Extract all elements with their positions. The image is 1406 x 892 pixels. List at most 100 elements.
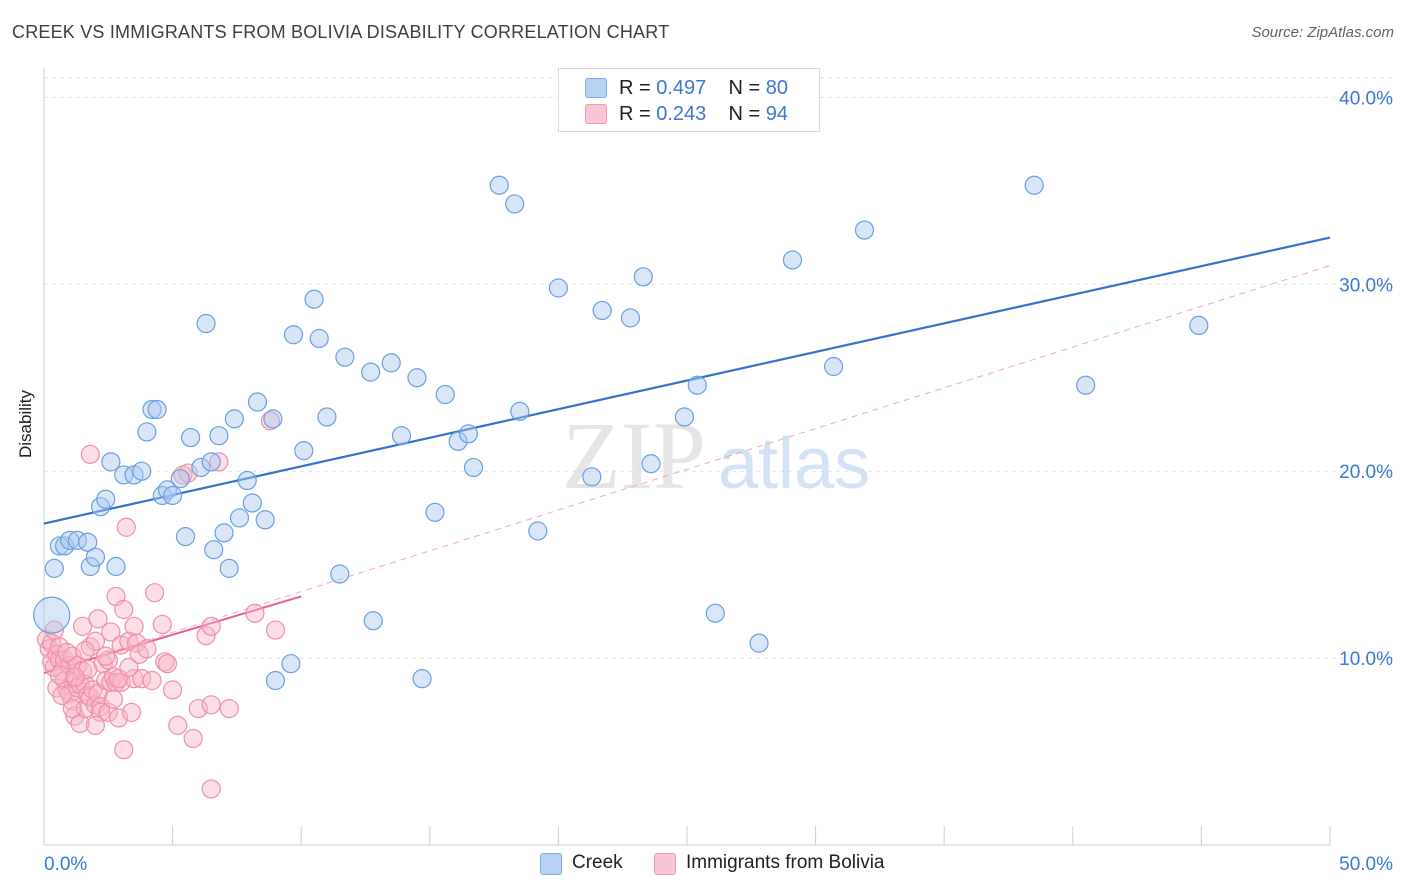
creek-point xyxy=(304,289,324,309)
creek-point xyxy=(265,670,286,691)
creek-point xyxy=(425,502,445,522)
x-tick-label-min: 0.0% xyxy=(44,854,87,875)
creek-point xyxy=(204,540,224,560)
bolivia-point xyxy=(201,616,221,636)
bolivia-point xyxy=(124,616,144,636)
y-tick-label: 40.0% xyxy=(1339,88,1393,109)
bolivia-point xyxy=(70,713,90,734)
bolivia-point xyxy=(49,650,70,670)
bolivia-points xyxy=(36,411,286,799)
creek-point xyxy=(582,467,602,487)
creek-point xyxy=(489,175,509,195)
creek-point xyxy=(191,457,211,478)
bolivia-point xyxy=(126,633,147,653)
creek-point xyxy=(101,452,121,472)
watermark-zip: ZIP xyxy=(562,402,706,509)
y-tick-label: 20.0% xyxy=(1339,462,1393,483)
bolivia-swatch xyxy=(585,104,607,124)
creek-point xyxy=(458,424,478,444)
creek-point xyxy=(463,457,484,478)
legend-n-label: N = xyxy=(728,103,761,125)
creek-point xyxy=(209,426,229,446)
creek-swatch xyxy=(540,853,562,875)
creek-point xyxy=(633,267,653,287)
bolivia-point xyxy=(245,603,265,623)
creek-swatch xyxy=(585,78,607,98)
y-tick-label: 30.0% xyxy=(1339,275,1393,296)
creek-point xyxy=(412,669,432,689)
bolivia-point xyxy=(183,728,203,749)
creek-point xyxy=(44,558,64,578)
bolivia-point xyxy=(142,670,162,691)
y-tick-label: 10.0% xyxy=(1339,649,1393,670)
watermark: ZIP atlas xyxy=(562,402,870,509)
bolivia-point xyxy=(88,609,108,629)
bolivia-point xyxy=(67,655,88,676)
bolivia-point xyxy=(44,620,64,640)
grid-lines xyxy=(44,77,1392,659)
bolivia-point xyxy=(57,642,77,663)
creek-point xyxy=(96,489,116,509)
bolivia-point xyxy=(80,444,100,464)
creek-point xyxy=(106,556,126,577)
bolivia-point xyxy=(265,620,286,640)
legend-creek-r: 0.497 xyxy=(656,77,707,99)
creek-point xyxy=(219,558,239,578)
creek-point xyxy=(49,536,70,556)
watermark-atlas: atlas xyxy=(718,424,870,504)
chart-title: CREEK VS IMMIGRANTS FROM BOLIVIA DISABIL… xyxy=(12,22,670,42)
creek-point xyxy=(281,654,301,674)
creek-point xyxy=(363,611,383,631)
bolivia-point xyxy=(137,639,157,659)
creek-point xyxy=(152,485,172,506)
bolivia-point xyxy=(144,583,165,603)
creek-point xyxy=(361,362,381,382)
legend-n-label: N = xyxy=(728,77,761,99)
bolivia-point xyxy=(201,695,221,715)
tick-labels: 10.0% 20.0% 30.0% 40.0% 0.0% 50.0% xyxy=(44,88,1393,875)
creek-point xyxy=(175,527,196,547)
creek-points xyxy=(33,175,1209,691)
bolivia-point xyxy=(93,654,113,674)
creek-point xyxy=(592,300,612,321)
x-tick-label-max: 50.0% xyxy=(1339,854,1393,875)
creek-point xyxy=(407,368,427,388)
creek-point xyxy=(242,493,262,513)
creek-point xyxy=(309,328,329,349)
creek-point xyxy=(263,409,283,429)
creek-point xyxy=(448,431,468,451)
creek-point xyxy=(33,596,71,634)
y-axis-label: Disability xyxy=(16,389,35,458)
creek-point xyxy=(78,532,98,552)
bolivia-point xyxy=(196,626,216,646)
creek-point xyxy=(1076,375,1096,395)
bolivia-point xyxy=(163,680,183,700)
bolivia-point xyxy=(85,715,106,735)
creek-point xyxy=(196,313,216,334)
creek-point xyxy=(283,325,304,345)
bolivia-point xyxy=(152,614,172,635)
bolivia-point xyxy=(75,641,95,661)
creek-point xyxy=(435,384,455,405)
creek-point xyxy=(1024,175,1044,195)
creek-point xyxy=(170,469,190,489)
creek-point xyxy=(142,399,162,420)
bolivia-point xyxy=(157,654,178,674)
axes xyxy=(43,68,1331,846)
legend-r-label: R = xyxy=(619,103,651,125)
bolivia-point xyxy=(49,665,70,685)
creek-point xyxy=(687,375,707,395)
creek-point xyxy=(255,510,275,530)
bolivia-point xyxy=(65,667,85,687)
legend-bolivia-r: 0.243 xyxy=(656,103,707,125)
bolivia-point xyxy=(119,657,139,678)
creek-point xyxy=(1189,315,1209,336)
bolivia-point xyxy=(119,631,139,651)
bolivia-point xyxy=(168,715,188,735)
creek-point xyxy=(391,426,412,446)
bolivia-point xyxy=(72,616,93,636)
legend-r-label: R = xyxy=(619,77,651,99)
creek-point xyxy=(157,480,178,500)
legend-creek-n: 80 xyxy=(765,77,789,99)
